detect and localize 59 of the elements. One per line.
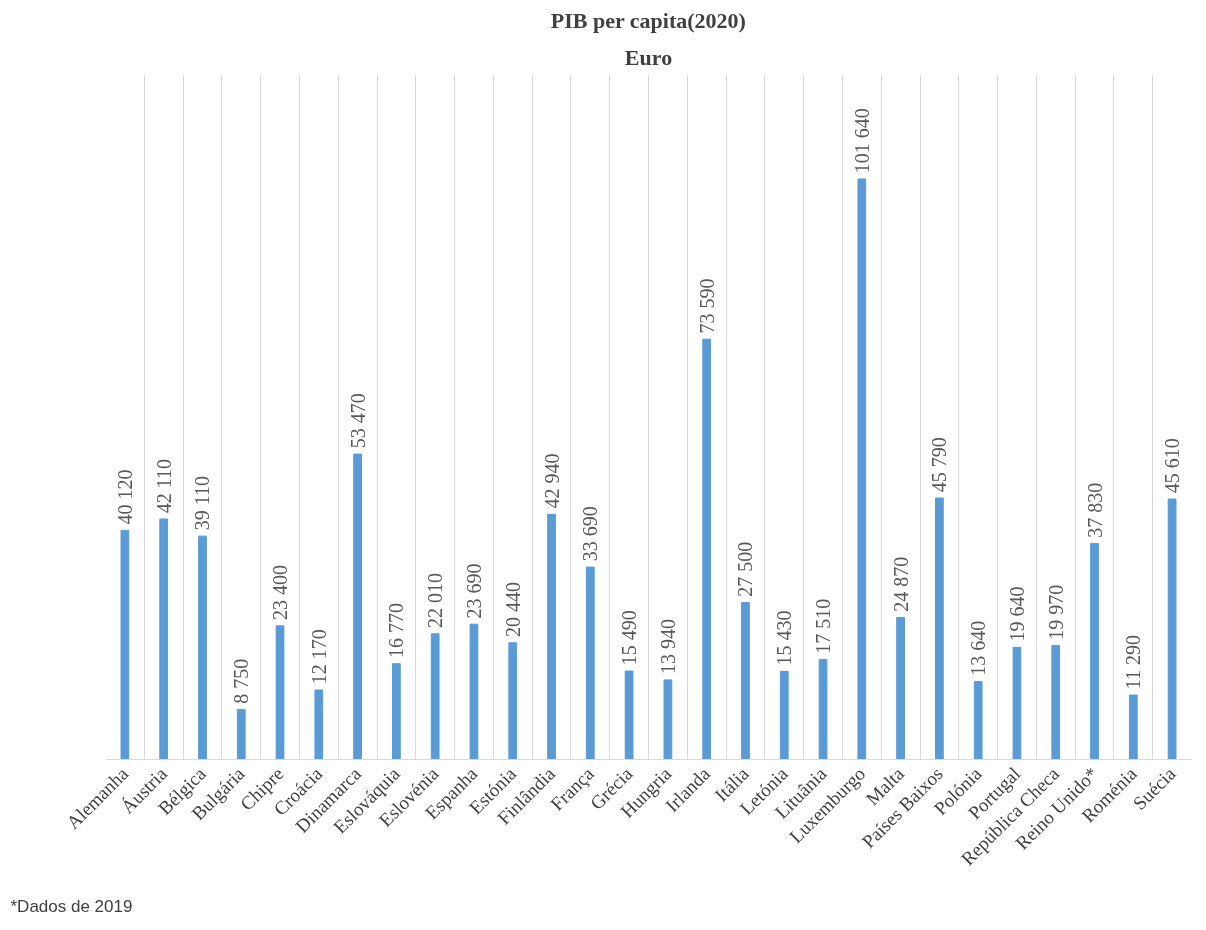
bar: [585, 566, 595, 760]
data-label: 8 750: [230, 658, 253, 704]
data-label: 27 500: [734, 541, 757, 597]
bar: [198, 535, 207, 760]
chart-subtitle: Euro: [624, 44, 673, 70]
data-label: 22 010: [424, 572, 447, 628]
bar: [508, 642, 518, 760]
data-label: 24 870: [889, 556, 912, 612]
bar: [1128, 694, 1138, 760]
data-label: 16 770: [385, 602, 408, 658]
bar: [314, 689, 324, 760]
data-label: 37 830: [1083, 482, 1106, 538]
data-label: 17 510: [812, 598, 835, 654]
bar: [392, 663, 401, 760]
data-label: 40 120: [113, 469, 136, 525]
data-label: 13 940: [656, 619, 679, 675]
bar: [547, 513, 556, 760]
data-label: 15 430: [773, 610, 796, 666]
data-label: 45 610: [1161, 438, 1184, 494]
data-label: 19 970: [1044, 584, 1067, 640]
bar: [1167, 498, 1177, 760]
bar: [935, 497, 944, 760]
bar: [702, 338, 712, 760]
data-label: 42 110: [152, 458, 175, 514]
data-label: 13 640: [967, 620, 990, 676]
chart-title: PIB per capita(2020): [550, 7, 746, 33]
bar: [818, 658, 828, 760]
data-label: 11 290: [1122, 634, 1145, 690]
bar: [779, 670, 789, 760]
bar: [1012, 646, 1022, 760]
bar: [1051, 644, 1061, 760]
data-label: 20 440: [501, 581, 524, 637]
data-label: 19 640: [1005, 586, 1028, 642]
bar: [624, 670, 634, 760]
bar: [236, 709, 246, 760]
bar: [973, 681, 983, 760]
data-label: 39 110: [191, 476, 214, 531]
data-label: 23 400: [269, 565, 292, 621]
text: *Dados de 2019: [10, 896, 133, 916]
bar: [896, 616, 905, 760]
bar: [275, 625, 285, 760]
data-label: 101 640: [850, 108, 873, 174]
bar: [120, 529, 130, 760]
bar: [857, 178, 867, 760]
bar: [741, 601, 750, 760]
bar: [430, 633, 440, 760]
data-label: 42 940: [540, 453, 563, 509]
bar: [469, 623, 479, 760]
bar: [663, 679, 673, 760]
bar: [159, 518, 169, 760]
bar: [353, 453, 362, 760]
data-label: 15 490: [618, 610, 641, 666]
bar: [1090, 542, 1099, 760]
data-label: 23 690: [462, 563, 485, 619]
data-label: 12 170: [307, 629, 330, 685]
data-label: 73 590: [695, 278, 718, 334]
data-label: 45 790: [928, 437, 951, 493]
data-label: 53 470: [346, 393, 369, 449]
data-label: 33 690: [579, 506, 602, 562]
